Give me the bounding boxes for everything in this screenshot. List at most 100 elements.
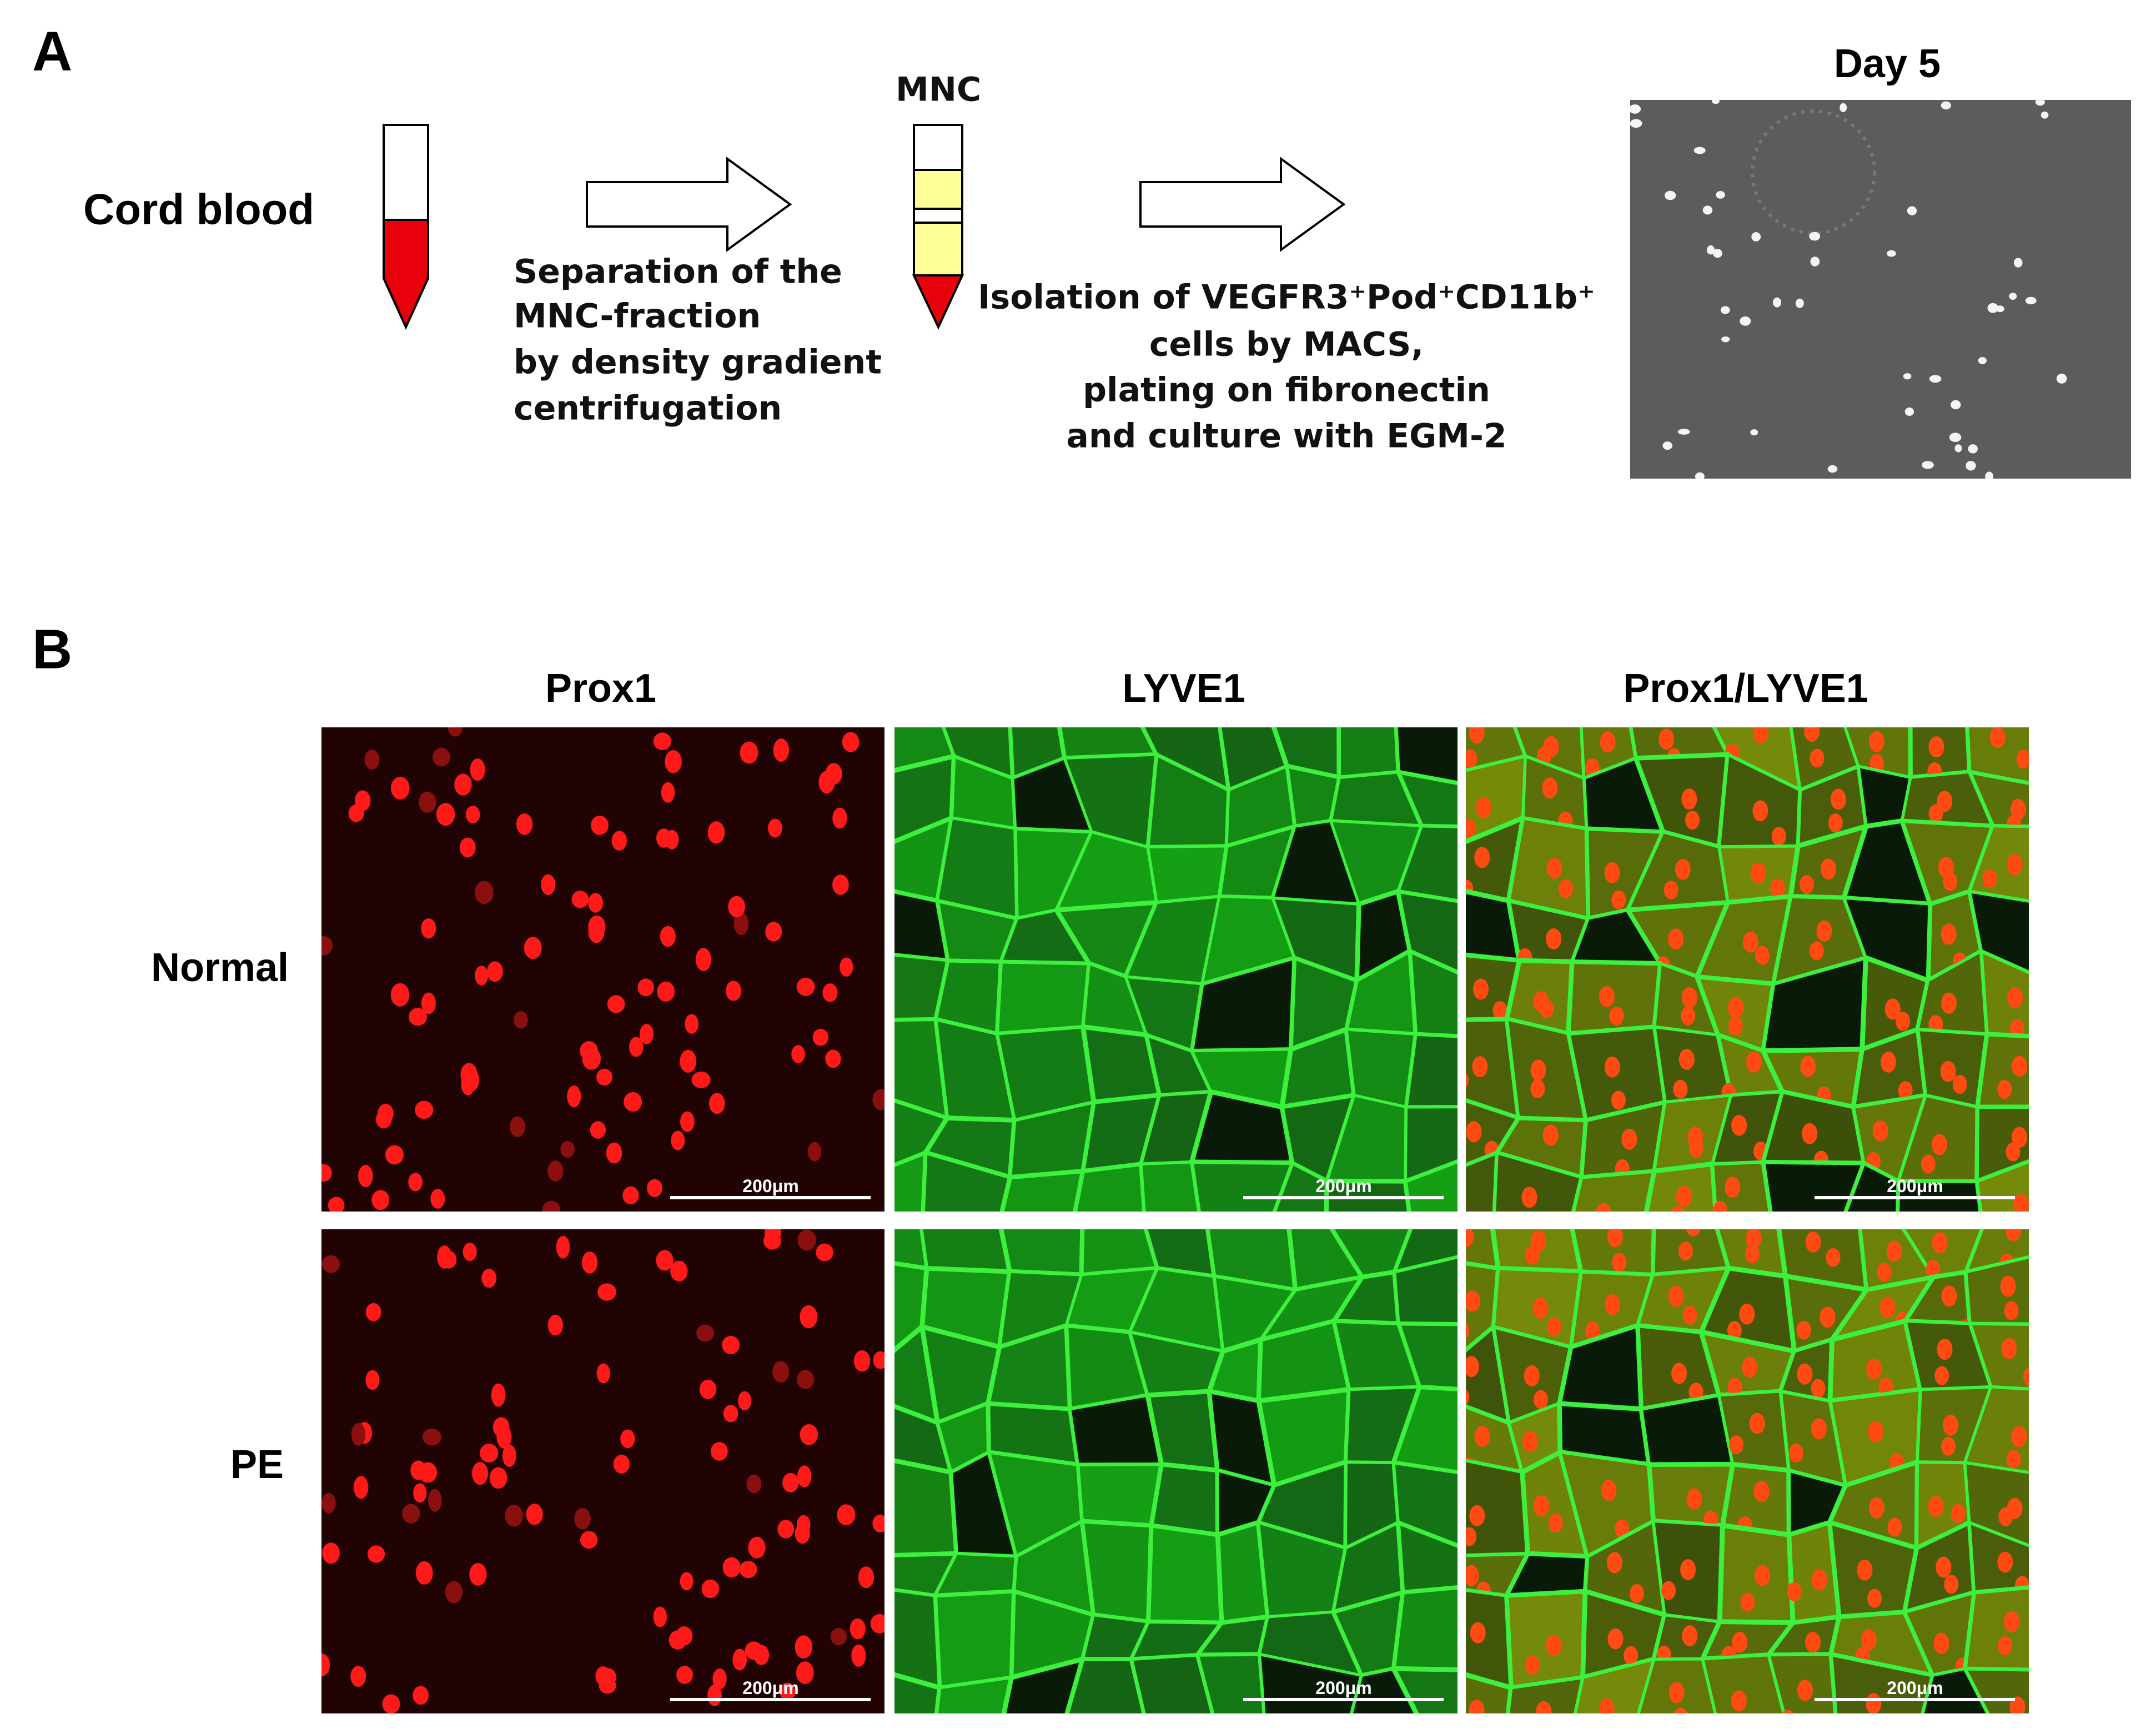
- nucleus: [1727, 1378, 1742, 1397]
- nucleus: [1686, 1229, 1701, 1237]
- nucleus: [1546, 1317, 1561, 1336]
- scale-bar-label: 200μm: [1887, 1678, 1943, 1698]
- step-text: Separation of the: [514, 253, 842, 291]
- nucleus: [2011, 1426, 2027, 1447]
- nucleus: [1937, 1339, 1953, 1360]
- nucleus: [408, 1173, 423, 1192]
- nucleus: [1830, 788, 1846, 810]
- cell: [1506, 1676, 1585, 1713]
- nucleus: [1675, 858, 1691, 880]
- nucleus: [322, 1542, 340, 1564]
- nucleus: [1688, 1383, 1703, 1402]
- nucleus: [1820, 1306, 1836, 1328]
- nucleus: [475, 881, 494, 904]
- nucleus: [480, 1444, 499, 1462]
- cell: [1395, 1520, 1458, 1595]
- plasma-layer: [913, 169, 963, 210]
- nucleus: [851, 1644, 866, 1667]
- nucleus: [1674, 1707, 1688, 1713]
- nucleus: [402, 1504, 420, 1524]
- step-text: cells by MACS,: [1149, 325, 1424, 364]
- nucleus: [560, 1140, 575, 1158]
- cell: [1795, 298, 1804, 308]
- cell: [1887, 250, 1896, 257]
- nucleus: [1926, 1260, 1941, 1279]
- nucleus: [1810, 748, 1825, 768]
- nucleus: [1605, 1294, 1621, 1315]
- scale-bar-label: 200μm: [1315, 1678, 1371, 1698]
- nucleus: [1809, 941, 1824, 961]
- nucleus: [1796, 1320, 1811, 1340]
- row-label: Normal: [151, 946, 289, 990]
- nucleus: [2006, 1229, 2022, 1242]
- nucleus: [348, 804, 364, 822]
- nucleus: [1659, 728, 1675, 750]
- cell: [1639, 1393, 1735, 1466]
- nucleus: [1788, 1443, 1803, 1462]
- cell: [1968, 444, 1978, 454]
- step-text: MNC-fraction: [514, 297, 761, 336]
- cell: [1827, 465, 1838, 473]
- nucleus: [676, 1626, 693, 1646]
- column-header: Prox1/LYVE1: [1623, 666, 1868, 711]
- cell: [1716, 191, 1725, 199]
- nucleus: [1884, 998, 1901, 1020]
- nucleus: [1521, 1187, 1537, 1208]
- nucleus: [580, 1531, 598, 1549]
- nucleus: [665, 750, 682, 773]
- nucleus: [1886, 1240, 1902, 1262]
- nucleus: [567, 1085, 581, 1108]
- nucleus: [437, 1245, 452, 1269]
- nucleus: [1731, 1114, 1747, 1136]
- nucleus: [1728, 1016, 1743, 1036]
- cell: [1974, 1104, 2029, 1184]
- cell: [1954, 444, 1962, 453]
- nucleus: [1754, 1565, 1770, 1586]
- nucleus: [1941, 923, 1957, 945]
- nucleus: [413, 1686, 429, 1705]
- nucleus: [1476, 797, 1492, 818]
- nucleus: [1615, 1519, 1630, 1539]
- nucleus: [526, 1504, 543, 1525]
- nucleus: [695, 948, 711, 971]
- nucleus: [502, 1444, 516, 1467]
- cell: [1073, 1162, 1147, 1212]
- nucleus: [591, 816, 609, 835]
- cell: [995, 959, 1091, 1036]
- cell: [1571, 1169, 1656, 1212]
- nucleus: [872, 1089, 884, 1110]
- nucleus: [461, 1073, 475, 1095]
- nucleus: [1530, 1059, 1546, 1081]
- step-text: Isolation of VEGFR3⁺Pod⁺CD11b⁺: [978, 278, 1595, 317]
- step-text: and culture with EGM-2: [1066, 417, 1506, 456]
- cell: [1701, 1653, 1786, 1713]
- image-background: [321, 727, 884, 1212]
- nucleus: [708, 1093, 725, 1114]
- nucleus: [1609, 1006, 1624, 1026]
- nucleus: [1728, 997, 1744, 1019]
- nucleus: [796, 1370, 815, 1389]
- nucleus: [763, 1232, 781, 1250]
- nucleus: [1826, 1248, 1841, 1267]
- cell: [1391, 1585, 1458, 1672]
- nucleus: [1621, 1128, 1637, 1150]
- nucleus: [707, 821, 725, 844]
- nucleus: [1872, 1120, 1888, 1142]
- cell: [1843, 1161, 1901, 1212]
- nucleus: [1816, 920, 1832, 942]
- cell: [1349, 1667, 1419, 1713]
- image-content: 200μm: [1466, 727, 2029, 1212]
- nucleus: [1466, 1527, 1476, 1546]
- nucleus: [1868, 1421, 1884, 1442]
- nucleus: [685, 1014, 698, 1034]
- nucleus: [1936, 1556, 1952, 1578]
- nucleus: [1943, 1414, 1959, 1436]
- nucleus: [469, 1563, 487, 1586]
- nucleus: [470, 758, 485, 781]
- nucleus: [657, 981, 675, 1002]
- nucleus: [390, 983, 410, 1007]
- nucleus: [465, 806, 480, 823]
- nucleus: [1671, 1363, 1687, 1384]
- nucleus: [1881, 1051, 1897, 1073]
- nucleus: [1680, 1559, 1696, 1581]
